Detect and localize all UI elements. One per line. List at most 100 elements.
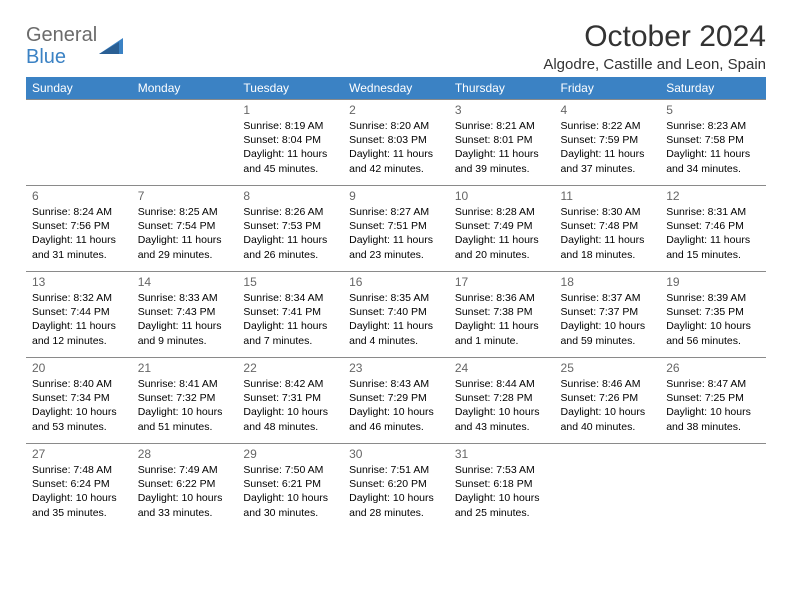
day-info: Sunrise: 8:37 AMSunset: 7:37 PMDaylight:… [561,291,655,348]
day-number: 20 [32,361,126,375]
day-number: 9 [349,189,443,203]
calendar-cell: 16 Sunrise: 8:35 AMSunset: 7:40 PMDayligh… [343,272,449,358]
calendar-cell-empty [132,100,238,186]
day-number: 19 [666,275,760,289]
day-info: Sunrise: 8:35 AMSunset: 7:40 PMDaylight:… [349,291,443,348]
calendar-row: 27 Sunrise: 7:48 AMSunset: 6:24 PMDayligh… [26,444,766,530]
brand-logo: General Blue [26,24,123,68]
day-info: Sunrise: 8:28 AMSunset: 7:49 PMDaylight:… [455,205,549,262]
calendar-cell: 27 Sunrise: 7:48 AMSunset: 6:24 PMDayligh… [26,444,132,530]
calendar-cell: 15 Sunrise: 8:34 AMSunset: 7:41 PMDayligh… [237,272,343,358]
day-number: 31 [455,447,549,461]
day-number: 30 [349,447,443,461]
calendar-cell: 20 Sunrise: 8:40 AMSunset: 7:34 PMDayligh… [26,358,132,444]
calendar-table: SundayMondayTuesdayWednesdayThursdayFrid… [26,77,766,530]
day-info: Sunrise: 7:48 AMSunset: 6:24 PMDaylight:… [32,463,126,520]
day-info: Sunrise: 8:27 AMSunset: 7:51 PMDaylight:… [349,205,443,262]
calendar-cell: 17 Sunrise: 8:36 AMSunset: 7:38 PMDayligh… [449,272,555,358]
day-info: Sunrise: 8:24 AMSunset: 7:56 PMDaylight:… [32,205,126,262]
day-info: Sunrise: 8:40 AMSunset: 7:34 PMDaylight:… [32,377,126,434]
day-info: Sunrise: 8:44 AMSunset: 7:28 PMDaylight:… [455,377,549,434]
day-info: Sunrise: 7:53 AMSunset: 6:18 PMDaylight:… [455,463,549,520]
day-info: Sunrise: 7:51 AMSunset: 6:20 PMDaylight:… [349,463,443,520]
calendar-cell: 13 Sunrise: 8:32 AMSunset: 7:44 PMDayligh… [26,272,132,358]
calendar-cell: 29 Sunrise: 7:50 AMSunset: 6:21 PMDayligh… [237,444,343,530]
day-number: 29 [243,447,337,461]
calendar-cell: 28 Sunrise: 7:49 AMSunset: 6:22 PMDayligh… [132,444,238,530]
day-number: 5 [666,103,760,117]
brand-word-1: General [26,24,97,46]
day-info: Sunrise: 8:21 AMSunset: 8:01 PMDaylight:… [455,119,549,176]
calendar-cell-empty [660,444,766,530]
calendar-cell: 22 Sunrise: 8:42 AMSunset: 7:31 PMDayligh… [237,358,343,444]
calendar-cell: 18 Sunrise: 8:37 AMSunset: 7:37 PMDayligh… [555,272,661,358]
calendar-body: 1Sunrise: 8:19 AMSunset: 8:04 PMDaylight… [26,100,766,530]
day-number: 26 [666,361,760,375]
calendar-cell: 8Sunrise: 8:26 AMSunset: 7:53 PMDaylight… [237,186,343,272]
day-number: 22 [243,361,337,375]
calendar-cell: 25 Sunrise: 8:46 AMSunset: 7:26 PMDayligh… [555,358,661,444]
day-info: Sunrise: 8:23 AMSunset: 7:58 PMDaylight:… [666,119,760,176]
calendar-row: 13 Sunrise: 8:32 AMSunset: 7:44 PMDayligh… [26,272,766,358]
weekday-header: Saturday [660,77,766,100]
day-info: Sunrise: 8:42 AMSunset: 7:31 PMDaylight:… [243,377,337,434]
weekday-header: Friday [555,77,661,100]
day-info: Sunrise: 8:20 AMSunset: 8:03 PMDaylight:… [349,119,443,176]
day-number: 8 [243,189,337,203]
day-number: 6 [32,189,126,203]
day-number: 12 [666,189,760,203]
day-info: Sunrise: 8:25 AMSunset: 7:54 PMDaylight:… [138,205,232,262]
day-number: 2 [349,103,443,117]
day-number: 13 [32,275,126,289]
calendar-cell: 31 Sunrise: 7:53 AMSunset: 6:18 PMDayligh… [449,444,555,530]
day-info: Sunrise: 8:41 AMSunset: 7:32 PMDaylight:… [138,377,232,434]
calendar-cell: 7Sunrise: 8:25 AMSunset: 7:54 PMDaylight… [132,186,238,272]
calendar-cell: 1Sunrise: 8:19 AMSunset: 8:04 PMDaylight… [237,100,343,186]
day-number: 4 [561,103,655,117]
day-number: 3 [455,103,549,117]
weekday-header: Monday [132,77,238,100]
calendar-cell-empty [555,444,661,530]
day-number: 15 [243,275,337,289]
month-title: October 2024 [543,20,766,54]
day-info: Sunrise: 8:34 AMSunset: 7:41 PMDaylight:… [243,291,337,348]
calendar-cell: 10Sunrise: 8:28 AMSunset: 7:49 PMDayligh… [449,186,555,272]
calendar-cell: 12 Sunrise: 8:31 AMSunset: 7:46 PMDayligh… [660,186,766,272]
day-number: 11 [561,189,655,203]
day-number: 16 [349,275,443,289]
calendar-cell: 19 Sunrise: 8:39 AMSunset: 7:35 PMDayligh… [660,272,766,358]
calendar-cell: 3 Sunrise: 8:21 AMSunset: 8:01 PMDaylight… [449,100,555,186]
location-text: Algodre, Castille and Leon, Spain [543,56,766,73]
day-number: 17 [455,275,549,289]
calendar-cell: 30 Sunrise: 7:51 AMSunset: 6:20 PMDayligh… [343,444,449,530]
calendar-cell: 9 Sunrise: 8:27 AMSunset: 7:51 PMDaylight… [343,186,449,272]
day-number: 27 [32,447,126,461]
calendar-head: SundayMondayTuesdayWednesdayThursdayFrid… [26,77,766,100]
weekday-header: Sunday [26,77,132,100]
calendar-row: 1Sunrise: 8:19 AMSunset: 8:04 PMDaylight… [26,100,766,186]
day-info: Sunrise: 8:32 AMSunset: 7:44 PMDaylight:… [32,291,126,348]
calendar-cell-empty [26,100,132,186]
day-info: Sunrise: 8:47 AMSunset: 7:25 PMDaylight:… [666,377,760,434]
brand-triangle-icon [99,38,123,54]
header: General Blue October 2024 Algodre, Casti… [26,20,766,73]
calendar-row: 20 Sunrise: 8:40 AMSunset: 7:34 PMDayligh… [26,358,766,444]
day-info: Sunrise: 8:46 AMSunset: 7:26 PMDaylight:… [561,377,655,434]
day-number: 14 [138,275,232,289]
day-number: 23 [349,361,443,375]
day-info: Sunrise: 8:33 AMSunset: 7:43 PMDaylight:… [138,291,232,348]
weekday-header: Wednesday [343,77,449,100]
day-info: Sunrise: 8:36 AMSunset: 7:38 PMDaylight:… [455,291,549,348]
day-info: Sunrise: 8:19 AMSunset: 8:04 PMDaylight:… [243,119,337,176]
day-info: Sunrise: 8:31 AMSunset: 7:46 PMDaylight:… [666,205,760,262]
day-number: 18 [561,275,655,289]
calendar-cell: 2 Sunrise: 8:20 AMSunset: 8:03 PMDaylight… [343,100,449,186]
day-info: Sunrise: 8:39 AMSunset: 7:35 PMDaylight:… [666,291,760,348]
day-info: Sunrise: 8:22 AMSunset: 7:59 PMDaylight:… [561,119,655,176]
day-info: Sunrise: 7:49 AMSunset: 6:22 PMDaylight:… [138,463,232,520]
weekday-row: SundayMondayTuesdayWednesdayThursdayFrid… [26,77,766,100]
day-info: Sunrise: 7:50 AMSunset: 6:21 PMDaylight:… [243,463,337,520]
calendar-cell: 23Sunrise: 8:43 AMSunset: 7:29 PMDayligh… [343,358,449,444]
day-number: 25 [561,361,655,375]
day-number: 28 [138,447,232,461]
